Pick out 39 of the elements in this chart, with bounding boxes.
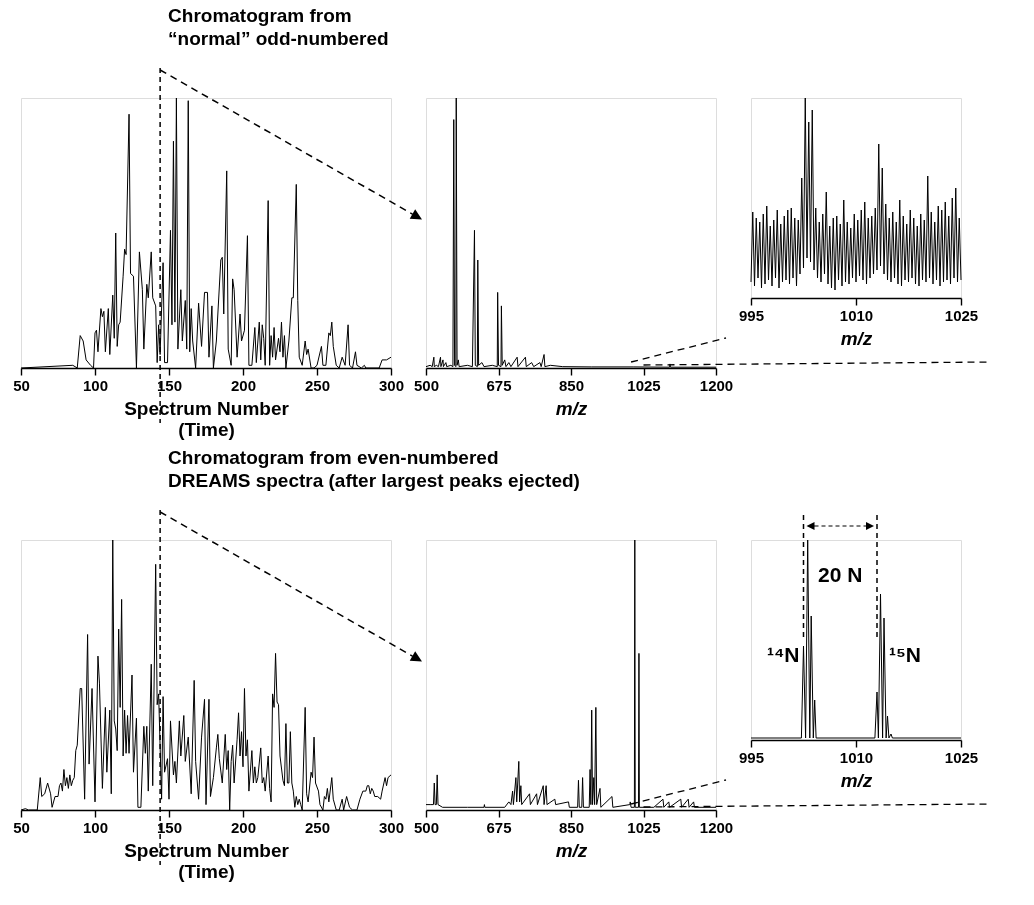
x-tick-label: 300 <box>378 376 405 394</box>
annotation: ¹⁵N <box>889 643 922 666</box>
x-tick-label: 1025 <box>944 306 979 324</box>
x-tick-label: 100 <box>82 818 109 836</box>
x-axis-title: m/z <box>555 397 588 419</box>
x-tick-label: 1025 <box>627 818 661 836</box>
x-tick-label: 200 <box>230 376 257 394</box>
x-tick-label: 500 <box>413 376 440 394</box>
x-tick-label: 1010 <box>839 748 874 766</box>
x-tick-label: 995 <box>738 306 765 324</box>
x-tick-label: 150 <box>156 818 183 836</box>
x-tick-label: 675 <box>486 818 512 836</box>
x-axis-title: Spectrum Number (Time) <box>124 397 290 440</box>
x-tick-label: 995 <box>738 748 765 766</box>
x-tick-label: 50 <box>13 376 30 394</box>
annotation: 20 N <box>818 563 863 586</box>
x-tick-label: 1025 <box>944 748 979 766</box>
x-tick-label: 1025 <box>627 376 661 394</box>
x-tick-label: 100 <box>82 376 109 394</box>
annotation: ¹⁴N <box>766 643 800 666</box>
x-tick-label: 500 <box>413 818 440 836</box>
x-tick-label: 250 <box>304 818 331 836</box>
x-axis-title: m/z <box>840 327 873 349</box>
x-tick-label: 300 <box>378 818 405 836</box>
x-tick-label: 250 <box>304 376 331 394</box>
x-axis-title: m/z <box>555 839 588 861</box>
x-tick-label: 1010 <box>839 306 874 324</box>
x-tick-label: 50 <box>13 818 30 836</box>
x-axis-title: Spectrum Number (Time) <box>124 839 290 882</box>
x-tick-label: 850 <box>558 818 585 836</box>
x-axis-title: m/z <box>840 769 873 791</box>
x-tick-label: 150 <box>156 376 183 394</box>
x-tick-label: 675 <box>486 376 512 394</box>
x-tick-label: 200 <box>230 818 257 836</box>
chart-title: Chromatogram from “normal” odd-numbered <box>168 5 389 50</box>
x-tick-label: 850 <box>558 376 585 394</box>
x-tick-label: 1200 <box>699 818 734 836</box>
chart-title: Chromatogram from even-numbered DREAMS spectra (after largest peaks ejected) <box>168 447 580 492</box>
x-tick-label: 1200 <box>699 376 734 394</box>
